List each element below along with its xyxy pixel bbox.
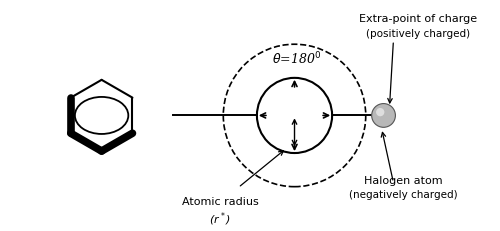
Text: Atomic radius: Atomic radius: [182, 197, 258, 207]
Text: $\theta$=180$^{0}$: $\theta$=180$^{0}$: [272, 51, 321, 67]
Circle shape: [257, 78, 332, 153]
Text: Halogen atom: Halogen atom: [364, 176, 442, 186]
Text: ($r^*$): ($r^*$): [210, 210, 232, 228]
Text: (negatively charged): (negatively charged): [349, 190, 458, 200]
Circle shape: [372, 103, 396, 127]
Text: (positively charged): (positively charged): [366, 29, 470, 39]
Circle shape: [376, 108, 384, 116]
Text: Extra-point of charge: Extra-point of charge: [359, 13, 477, 24]
